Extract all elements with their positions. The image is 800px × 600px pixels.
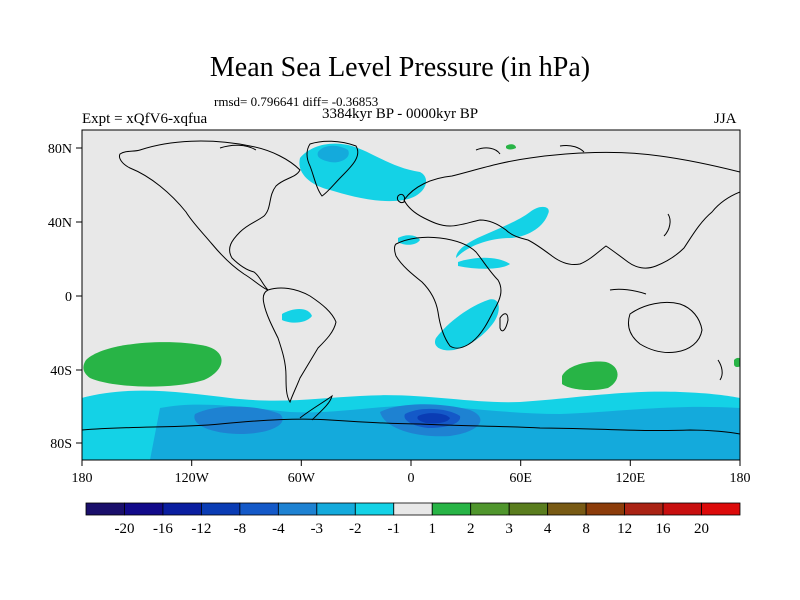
legend-swatch	[547, 502, 587, 516]
pressure-anomaly-field	[82, 130, 740, 460]
lat-tick-label: 40N	[48, 216, 72, 231]
coast-british-isles	[397, 193, 405, 203]
legend-swatch	[662, 502, 702, 516]
latitude-axis: 80N 40N 0 40S 80S	[48, 142, 82, 452]
legend-label: 3	[505, 521, 513, 537]
coast-europe-asia	[403, 151, 740, 269]
legend-swatch	[277, 502, 318, 516]
lon-tick-label: 60W	[288, 471, 316, 486]
legend-swatch	[393, 502, 433, 516]
greenland-anomaly-mid	[317, 145, 349, 163]
experiment-label: Expt = xQfV6-xqfua	[82, 111, 208, 127]
lon-tick-label: 180	[72, 471, 93, 486]
lon-tick-label: 60E	[509, 471, 532, 486]
indian-ocean-anomaly-positive	[562, 361, 618, 391]
lat-tick-label: 80S	[50, 437, 72, 452]
legend-label: 2	[467, 521, 475, 537]
legend-label: 16	[656, 521, 672, 537]
coast-japan	[663, 213, 671, 237]
coast-africa	[394, 236, 502, 349]
southern-africa-anomaly-light	[434, 299, 499, 351]
lon-tick-label: 120W	[175, 471, 210, 486]
coast-antarctic-peninsula	[299, 394, 333, 421]
lat-tick-label: 0	[65, 290, 72, 305]
season-label: JJA	[714, 111, 737, 127]
south-pacific-anomaly-positive	[83, 342, 222, 387]
legend-swatch	[354, 502, 395, 516]
coast-madagascar	[499, 313, 509, 332]
coast-australia	[627, 301, 703, 353]
legend-label: -8	[234, 521, 247, 537]
lon-tick-label: 120E	[616, 471, 646, 486]
middle-east-anomaly-light	[456, 206, 549, 258]
legend-swatch	[701, 502, 741, 516]
coast-arctic-islands	[219, 144, 585, 155]
legend-swatch	[585, 502, 625, 516]
map-title: Mean Sea Level Pressure (in hPa)	[209, 52, 591, 83]
legend-swatch	[508, 502, 549, 516]
legend-label: 8	[582, 521, 590, 537]
legend-swatch	[162, 502, 202, 516]
legend-label: -12	[191, 521, 211, 537]
south-pacific-anomaly-light	[82, 395, 120, 411]
legend-swatch	[470, 502, 510, 516]
tasman-anomaly-positive	[734, 357, 740, 367]
legend-swatch	[85, 502, 125, 516]
legend-label: -2	[349, 521, 362, 537]
legend-label: 4	[544, 521, 552, 537]
coast-new-zealand	[717, 359, 723, 381]
longitude-axis: 180 120W 60W 0 60E 120E 180	[72, 460, 751, 486]
lat-tick-label: 40S	[50, 364, 72, 379]
legend-label: -16	[153, 521, 173, 537]
legend-swatch	[239, 502, 279, 516]
mediterranean-anomaly-light	[398, 235, 420, 245]
coast-north-america	[119, 140, 301, 291]
legend-label: 1	[428, 521, 436, 537]
lat-tick-label: 80N	[48, 142, 72, 157]
legend-swatch	[316, 502, 356, 516]
color-legend: -20 -16 -12 -8 -4 -3 -2 -1 1 2 3 4 8 12 16 20	[85, 502, 741, 537]
period-label: 3384kyr BP - 0000kyr BP	[322, 106, 479, 122]
legend-swatch	[201, 502, 241, 516]
coast-greenland	[306, 140, 359, 197]
lon-tick-label: 180	[730, 471, 751, 486]
legend-label: -4	[272, 521, 285, 537]
amundsen-anomaly-strong	[194, 406, 283, 434]
coast-antarctica	[82, 418, 740, 435]
rmsd-diff-stats: rmsd= 0.796641 diff= -0.36853	[214, 94, 379, 109]
legend-label: -1	[388, 521, 401, 537]
lon-tick-label: 0	[408, 471, 415, 486]
legend-label: -20	[114, 521, 134, 537]
legend-swatch	[624, 502, 664, 516]
legend-swatch	[124, 502, 164, 516]
weddell-anomaly-core	[417, 413, 450, 424]
coast-indonesia	[609, 288, 647, 295]
legend-label: 12	[617, 521, 632, 537]
legend-label: 20	[694, 521, 709, 537]
tropical-atlantic-anomaly-light	[282, 309, 312, 323]
coastlines	[82, 140, 740, 435]
legend-swatch	[431, 502, 472, 516]
arctic-anomaly-positive	[506, 144, 516, 150]
coast-south-america	[262, 287, 337, 404]
legend-label: -3	[311, 521, 324, 537]
